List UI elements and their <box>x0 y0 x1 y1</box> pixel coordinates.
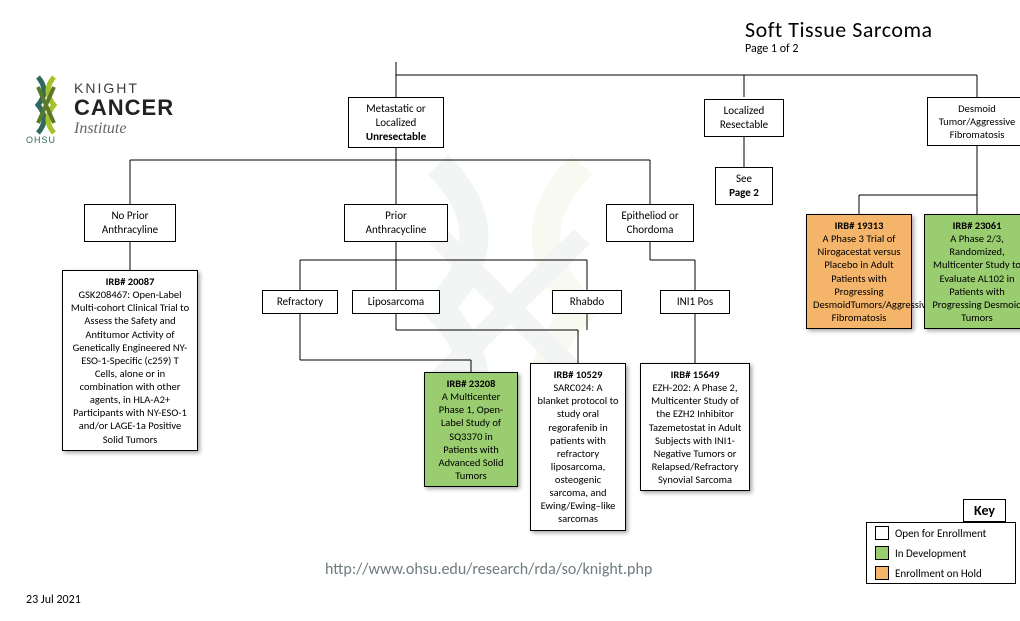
node-no-prior: No Prior Anthracyline <box>84 204 176 242</box>
node-refractory: Refractory <box>262 290 338 314</box>
node-epith: Epitheliod or Chordoma <box>606 204 694 242</box>
node-irb-23208: IRB# 23208 A Multicenter Phase 1, Open-L… <box>424 372 518 487</box>
key-box: Open for Enrollment In Development Enrol… <box>866 522 1016 584</box>
irb-body: EZH-202: A Phase 2, Multicenter Study of… <box>647 381 743 486</box>
svg-text:OHSU: OHSU <box>26 135 56 145</box>
text: Localized <box>711 104 777 118</box>
svg-text:KNIGHT: KNIGHT <box>74 80 139 96</box>
text: Anthracyline <box>91 223 169 237</box>
text: Unresectable <box>355 130 437 144</box>
node-irb-23061: IRB# 23061 A Phase 2/3, Randomized, Mult… <box>924 214 1020 329</box>
text: Anthracycline <box>351 223 441 237</box>
node-see-page2: See Page 2 <box>715 167 773 205</box>
page-title: Soft Tissue Sarcoma <box>745 16 933 43</box>
key-label: Enrollment on Hold <box>895 567 982 580</box>
text: See <box>722 172 766 186</box>
irb-header: IRB# 20087 <box>69 275 191 288</box>
key-label: Open for Enrollment <box>895 527 986 540</box>
text: Fibromatosis <box>934 128 1020 141</box>
text: Resectable <box>711 118 777 132</box>
irb-body: A Phase 3 Trial of Nirogacestat versus P… <box>813 232 905 324</box>
irb-body: A Multicenter Phase 1, Open-Label Study … <box>431 390 511 482</box>
irb-header: IRB# 23061 <box>931 219 1020 232</box>
key-row: Enrollment on Hold <box>867 563 1015 583</box>
irb-body: A Phase 2/3, Randomized, Multicenter Stu… <box>931 232 1020 324</box>
key-row: Open for Enrollment <box>867 523 1015 543</box>
irb-header: IRB# 23208 <box>431 377 511 390</box>
irb-header: IRB# 19313 <box>813 219 905 232</box>
node-irb-10529: IRB# 10529 SARC024: A blanket protocol t… <box>530 363 626 531</box>
node-irb-15649: IRB# 15649 EZH-202: A Phase 2, Multicent… <box>640 363 750 491</box>
svg-text:Institute: Institute <box>73 120 126 137</box>
irb-body: SARC024: A blanket protocol to study ora… <box>537 381 619 525</box>
page-date: 23 Jul 2021 <box>26 593 81 607</box>
swatch <box>875 526 889 540</box>
node-irb-19313: IRB# 19313 A Phase 3 Trial of Nirogacest… <box>806 214 912 329</box>
swatch <box>875 546 889 560</box>
text: Desmoid <box>934 102 1020 115</box>
swatch <box>875 566 889 580</box>
source-url: http://www.ohsu.edu/research/rda/so/knig… <box>325 560 652 579</box>
node-localized: Localized Resectable <box>704 99 784 137</box>
irb-header: IRB# 10529 <box>537 368 619 381</box>
key-row: In Development <box>867 543 1015 563</box>
text: Localized <box>355 116 437 130</box>
text: No Prior <box>91 209 169 223</box>
node-liposarcoma: Liposarcoma <box>352 290 440 314</box>
text: Tumor/Aggressive <box>934 115 1020 128</box>
node-ini1pos: INI1 Pos <box>660 290 730 314</box>
svg-text:CANCER: CANCER <box>74 95 174 120</box>
node-irb-20087: IRB# 20087 GSK208467: Open-Label Multi-c… <box>62 270 198 451</box>
node-rhabdo: Rhabdo <box>552 290 622 314</box>
node-metastatic: Metastatic or Localized Unresectable <box>348 97 444 148</box>
key-title: Key <box>963 499 1006 522</box>
text: Chordoma <box>613 223 687 237</box>
irb-body: GSK208467: Open-Label Multi-cohort Clini… <box>69 288 191 446</box>
text: Page 2 <box>722 186 766 200</box>
node-desmoid: Desmoid Tumor/Aggressive Fibromatosis <box>927 97 1020 146</box>
page-subtitle: Page 1 of 2 <box>745 42 799 56</box>
ohsu-knight-logo: OHSU KNIGHT CANCER Institute <box>26 75 236 150</box>
text: Metastatic or <box>355 102 437 116</box>
key-label: In Development <box>895 547 966 560</box>
node-prior: Prior Anthracycline <box>344 204 448 242</box>
irb-header: IRB# 15649 <box>647 368 743 381</box>
text: Epitheliod or <box>613 209 687 223</box>
text: Prior <box>351 209 441 223</box>
